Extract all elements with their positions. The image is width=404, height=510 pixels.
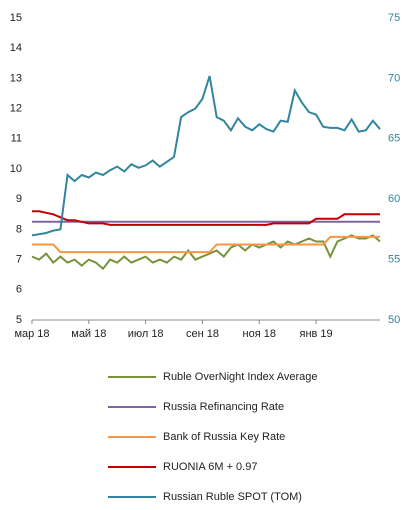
x-tick-label: июл 18 [128, 328, 164, 340]
legend-label: Ruble OverNight Index Average [163, 371, 318, 383]
y2-tick-label: 50 [388, 314, 400, 326]
y-tick-label: 8 [16, 223, 22, 235]
x-tick-label: янв 19 [299, 328, 332, 340]
y-tick-label: 14 [10, 42, 22, 54]
series-line [31, 234, 381, 271]
x-tick-label: ноя 18 [243, 328, 276, 340]
x-tick-label: май 18 [71, 328, 106, 340]
y-tick-label: 9 [16, 193, 22, 205]
y-tick-label: 10 [10, 163, 22, 175]
y-tick-label: 5 [16, 314, 22, 326]
x-tick-label: сен 18 [186, 328, 219, 340]
y-tick-label: 15 [10, 12, 22, 24]
y2-tick-label: 60 [388, 193, 400, 205]
y2-tick-label: 75 [388, 12, 400, 24]
y-tick-label: 11 [11, 133, 22, 145]
y-tick-label: 13 [10, 72, 22, 84]
series-line [32, 235, 380, 254]
y2-tick-label: 70 [388, 72, 400, 84]
legend-label: Russia Refinancing Rate [163, 401, 284, 413]
legend-label: Russian Ruble SPOT (TOM) [163, 491, 302, 503]
legend-label: RUONIA 6M + 0.97 [163, 461, 257, 473]
y-tick-label: 6 [16, 284, 22, 296]
series-line [31, 75, 381, 237]
series-line [32, 210, 380, 226]
y-tick-label: 12 [10, 103, 22, 115]
x-tick-label: мар 18 [14, 328, 49, 340]
y2-tick-label: 65 [388, 133, 400, 145]
y2-tick-label: 55 [388, 254, 400, 266]
y-tick-label: 7 [16, 254, 22, 266]
legend-label: Bank of Russia Key Rate [163, 431, 285, 443]
